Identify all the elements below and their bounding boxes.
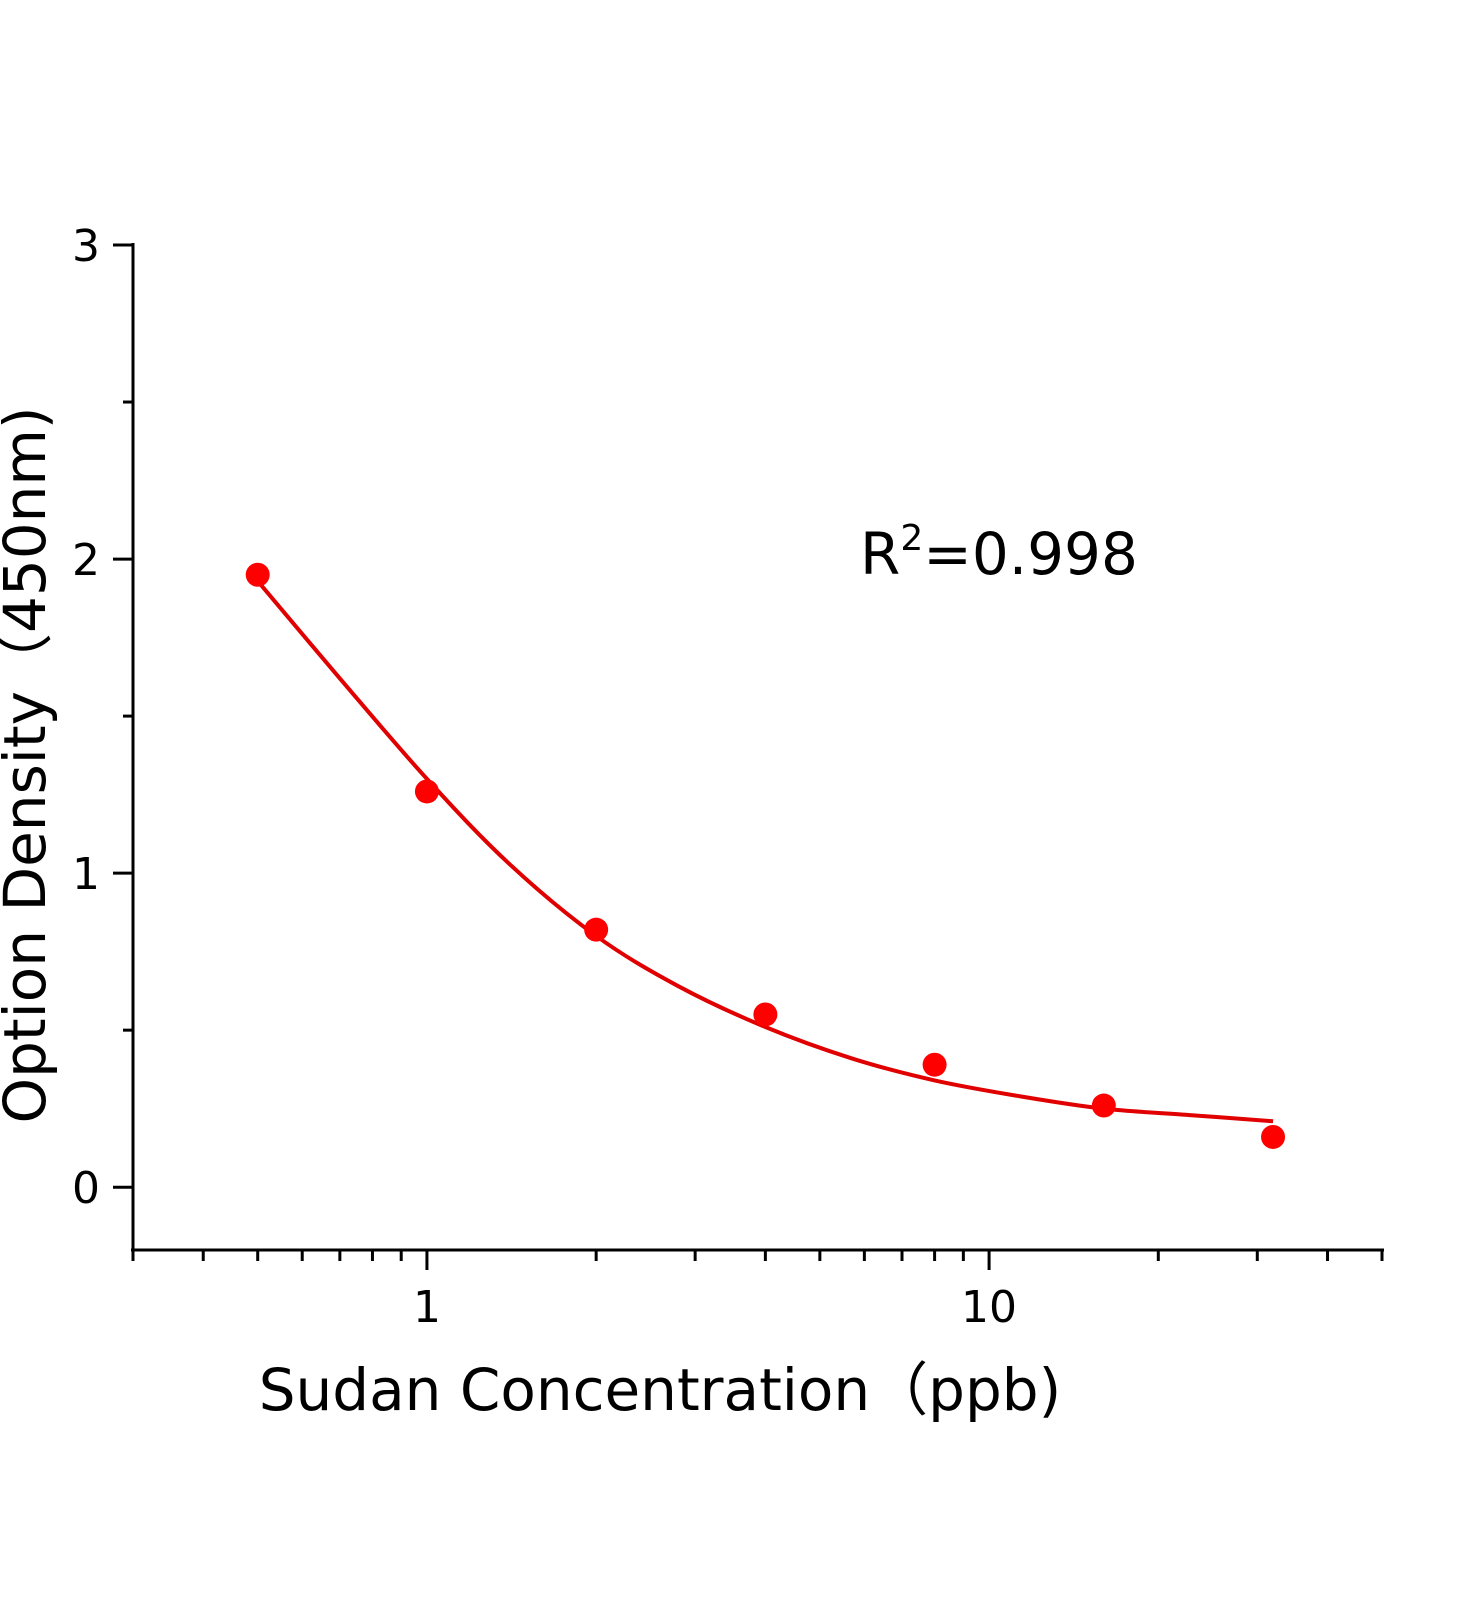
fit-curve-layer xyxy=(256,579,1274,1124)
y-tick-label: 3 xyxy=(72,221,100,272)
data-point xyxy=(1261,1124,1286,1149)
data-point xyxy=(1091,1093,1116,1118)
x-tick-label: 1 xyxy=(413,1282,441,1333)
data-point xyxy=(584,917,609,942)
y-tick-label: 1 xyxy=(72,849,100,900)
r-squared-annotation: R2=0.998 xyxy=(860,518,1138,588)
data-point xyxy=(753,1002,778,1027)
y-tick-label: 0 xyxy=(72,1163,100,1214)
data-point xyxy=(922,1052,947,1077)
fit-curve xyxy=(256,579,1274,1124)
points-layer xyxy=(245,562,1286,1149)
data-point xyxy=(245,562,270,587)
data-point xyxy=(414,779,439,804)
x-axis-title: Sudan Concentration（ppb) xyxy=(259,1356,1062,1424)
y-axis-title: Option Density（450nm) xyxy=(0,406,59,1123)
x-tick-label: 10 xyxy=(961,1282,1017,1333)
y-tick-label: 2 xyxy=(72,535,100,586)
ticks-layer xyxy=(113,243,1384,1270)
